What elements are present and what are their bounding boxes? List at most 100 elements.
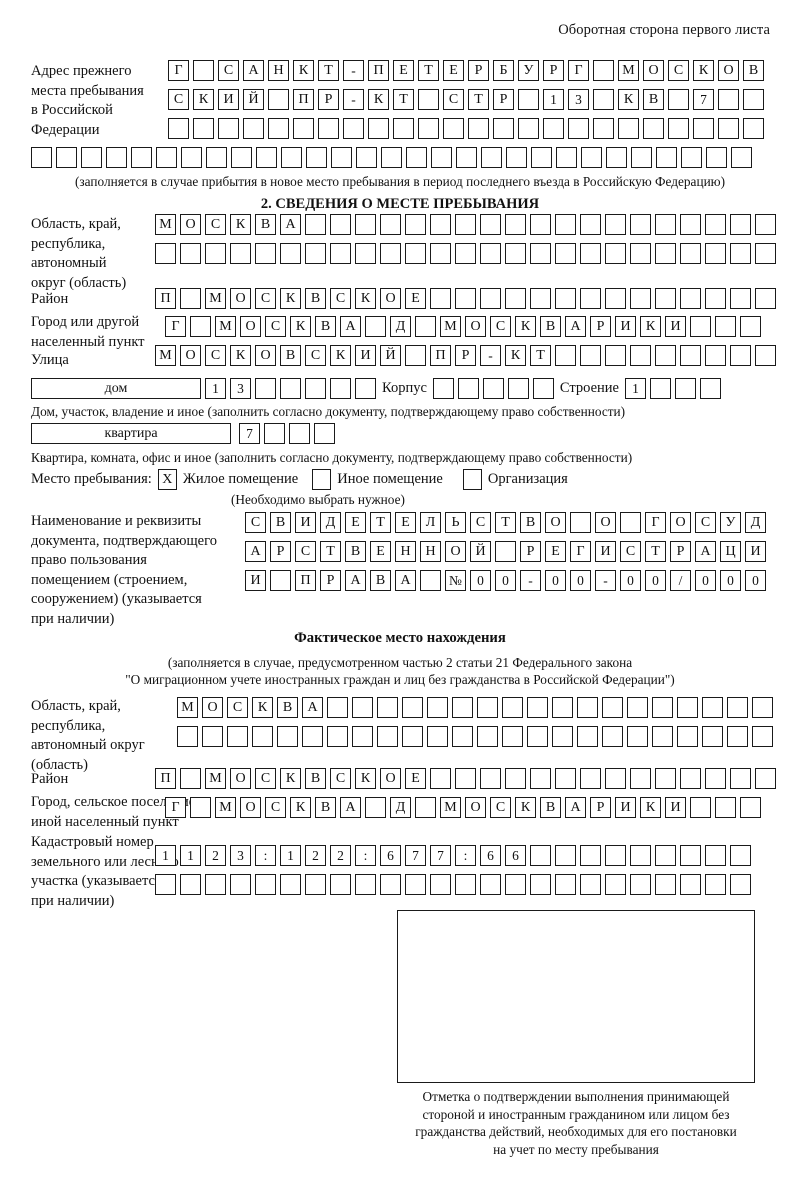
house-cell-3[interactable] [255,378,276,399]
actual-region-r1-cell-21[interactable] [677,697,698,718]
previous-address-r1-cell-14[interactable]: Б [493,60,514,81]
region-r2-cell-9[interactable] [355,243,376,264]
region-r1-cell-4[interactable]: К [230,214,251,235]
previous-address-r3-cell-11[interactable] [418,118,439,139]
previous-address-r4-cell-13[interactable] [331,147,352,168]
previous-address-r3-cell-14[interactable] [493,118,514,139]
cadastral-r2-cell-16[interactable] [530,874,551,895]
region-r1-cell-8[interactable] [330,214,351,235]
district-r1-cell-1[interactable]: П [155,288,176,309]
house-cell-6[interactable] [330,378,351,399]
flat-cell-2[interactable] [264,423,285,444]
district-r1-cell-15[interactable] [505,288,526,309]
previous-address-r4-cell-28[interactable] [706,147,727,168]
region-r1-cell-3[interactable]: С [205,214,226,235]
actual-region-row-2[interactable] [177,726,773,747]
region-r2-cell-22[interactable] [680,243,701,264]
region-r1-cell-20[interactable] [630,214,651,235]
document-r2-cell-17[interactable]: Т [645,541,666,562]
city-r1-cell-3[interactable]: М [215,316,236,337]
actual-region-r2-cell-21[interactable] [677,726,698,747]
region-r1-cell-12[interactable] [430,214,451,235]
city-r1-cell-11[interactable] [415,316,436,337]
document-r1-cell-7[interactable]: Е [395,512,416,533]
region-r1-cell-19[interactable] [605,214,626,235]
city-r1-cell-19[interactable]: И [615,316,636,337]
stroenie-cell-4[interactable] [699,378,721,399]
document-r2-cell-11[interactable] [495,541,516,562]
previous-address-r3-cell-1[interactable] [168,118,189,139]
actual-city-r1-cell-2[interactable] [190,797,211,818]
previous-address-r4-cell-26[interactable] [656,147,677,168]
previous-address-r4-cell-12[interactable] [306,147,327,168]
district-r1-cell-22[interactable] [680,288,701,309]
cadastral-r1-cell-1[interactable]: 1 [155,845,176,866]
document-r3-cell-7[interactable]: А [395,570,416,591]
document-r2-cell-2[interactable]: Р [270,541,291,562]
previous-address-r2-cell-20[interactable]: В [643,89,664,110]
cadastral-r1-cell-7[interactable]: 2 [305,845,326,866]
document-r1-cell-1[interactable]: С [245,512,266,533]
previous-address-r2-cell-15[interactable] [518,89,539,110]
actual-region-r2-cell-20[interactable] [652,726,673,747]
document-r1-cell-19[interactable]: С [695,512,716,533]
document-r2-cell-12[interactable]: Р [520,541,541,562]
cadastral-r1-cell-20[interactable] [630,845,651,866]
document-r1-cell-2[interactable]: В [270,512,291,533]
actual-region-r1-cell-11[interactable] [427,697,448,718]
actual-city-r1-cell-16[interactable]: В [540,797,561,818]
actual-region-r2-cell-14[interactable] [502,726,523,747]
actual-city-r1-cell-19[interactable]: И [615,797,636,818]
actual-district-r1-cell-24[interactable] [730,768,751,789]
actual-region-r2-cell-19[interactable] [627,726,648,747]
actual-region-r1-cell-8[interactable] [352,697,373,718]
actual-region-r2-cell-16[interactable] [552,726,573,747]
previous-address-r4-cell-18[interactable] [456,147,477,168]
previous-address-r2-cell-24[interactable] [743,89,764,110]
actual-region-r2-cell-15[interactable] [527,726,548,747]
previous-address-r2-cell-18[interactable] [593,89,614,110]
city-r1-cell-14[interactable]: С [490,316,511,337]
actual-city-r1-cell-17[interactable]: А [565,797,586,818]
actual-district-r1-cell-15[interactable] [505,768,526,789]
actual-city-r1-cell-1[interactable]: Г [165,797,186,818]
cadastral-r2-cell-20[interactable] [630,874,651,895]
document-r1-cell-17[interactable]: Г [645,512,666,533]
actual-city-r1-cell-7[interactable]: В [315,797,336,818]
actual-region-r1-cell-20[interactable] [652,697,673,718]
previous-address-r2-cell-22[interactable]: 7 [693,89,714,110]
city-r1-cell-24[interactable] [740,316,761,337]
region-r2-cell-25[interactable] [755,243,776,264]
actual-region-r1-cell-9[interactable] [377,697,398,718]
region-r1-cell-11[interactable] [405,214,426,235]
flat-cell-3[interactable] [289,423,310,444]
actual-district-r1-cell-14[interactable] [480,768,501,789]
actual-region-r2-cell-3[interactable] [227,726,248,747]
actual-district-r1-cell-3[interactable]: М [205,768,226,789]
street-r1-cell-10[interactable]: Й [380,345,401,366]
region-r1-cell-2[interactable]: О [180,214,201,235]
region-r2-cell-11[interactable] [405,243,426,264]
actual-region-r1-cell-22[interactable] [702,697,723,718]
document-r2-cell-9[interactable]: О [445,541,466,562]
actual-city-r1-cell-12[interactable]: М [440,797,461,818]
actual-district-r1-cell-5[interactable]: С [255,768,276,789]
region-r1-cell-22[interactable] [680,214,701,235]
document-r3-cell-2[interactable] [270,570,291,591]
house-cell-7[interactable] [355,378,376,399]
document-r3-cell-19[interactable]: 0 [695,570,716,591]
actual-city-r1-cell-23[interactable] [715,797,736,818]
actual-region-r2-cell-12[interactable] [452,726,473,747]
previous-address-r4-cell-24[interactable] [606,147,627,168]
district-r1-cell-12[interactable] [430,288,451,309]
checkbox-zhiloe[interactable]: Х [157,469,177,490]
previous-address-r3-cell-5[interactable] [268,118,289,139]
document-r1-cell-12[interactable]: В [520,512,541,533]
document-r1-cell-3[interactable]: И [295,512,316,533]
actual-city-r1-cell-10[interactable]: Д [390,797,411,818]
